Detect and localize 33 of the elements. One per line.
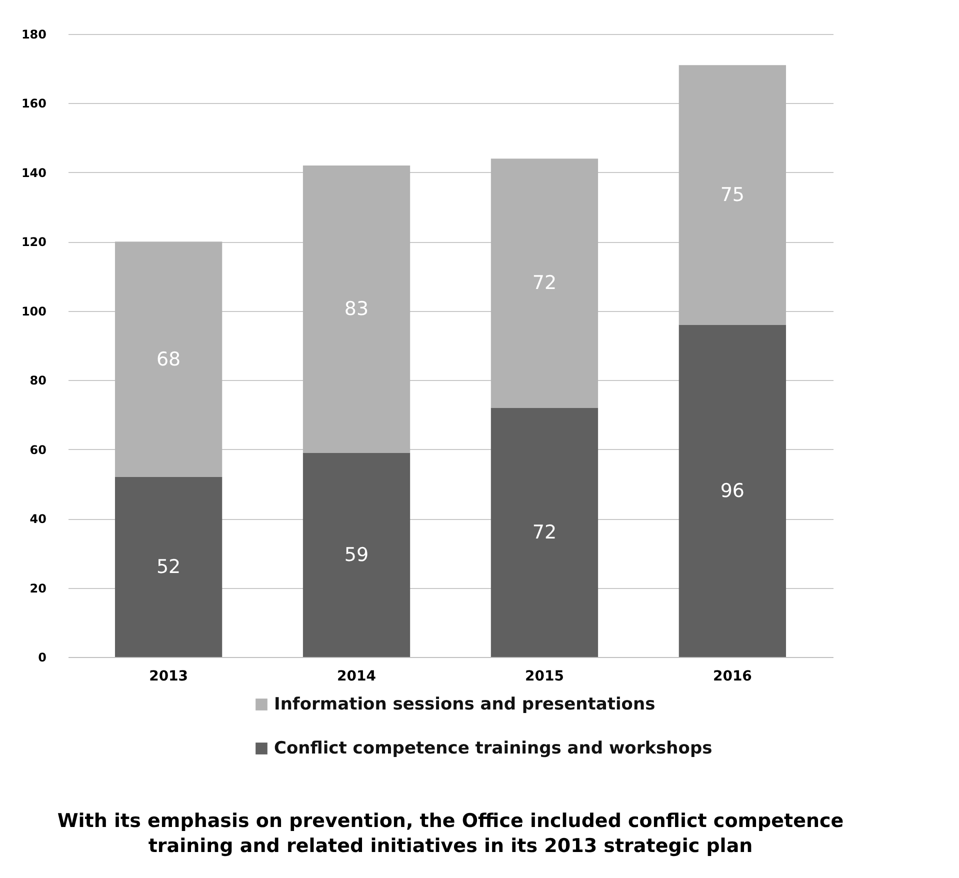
y-tick-label: 20 bbox=[30, 581, 46, 596]
y-tick-label: 140 bbox=[21, 166, 46, 180]
legend-label: Conflict competence trainings and workshops bbox=[274, 738, 712, 758]
y-tick-label: 160 bbox=[21, 96, 46, 111]
bar bbox=[302, 166, 410, 453]
bar bbox=[114, 477, 222, 657]
legend-label: Information sessions and presentations bbox=[274, 694, 656, 714]
x-tick-label: 2016 bbox=[712, 668, 752, 684]
y-tick-label: 0 bbox=[38, 650, 46, 664]
y-tick-label: 100 bbox=[21, 304, 46, 318]
data-label: 72 bbox=[532, 521, 557, 544]
y-tick-label: 60 bbox=[30, 442, 46, 457]
bar bbox=[678, 324, 786, 657]
data-label: 68 bbox=[156, 348, 181, 370]
data-label: 75 bbox=[720, 184, 745, 206]
data-label: 59 bbox=[344, 544, 369, 566]
bar bbox=[678, 65, 786, 325]
data-label: 52 bbox=[156, 556, 181, 578]
text: With its emphasis on prevention, the Office included conflict competence training and related initiatives in its 2013 strategic plan bbox=[57, 810, 844, 857]
y-tick-label: 120 bbox=[21, 235, 46, 250]
x-tick-label: 2013 bbox=[149, 668, 188, 684]
bar bbox=[490, 408, 598, 657]
data-label: 96 bbox=[720, 480, 745, 502]
y-tick-label: 80 bbox=[30, 374, 46, 388]
bar bbox=[490, 158, 598, 408]
bar bbox=[114, 242, 222, 478]
data-label: 83 bbox=[344, 298, 369, 320]
y-tick-label: 40 bbox=[30, 512, 46, 526]
x-tick-label: 2015 bbox=[524, 668, 564, 684]
data-label: 72 bbox=[532, 272, 557, 294]
bar bbox=[302, 452, 410, 657]
y-tick-label: 180 bbox=[21, 28, 46, 42]
x-tick-label: 2014 bbox=[337, 668, 376, 684]
